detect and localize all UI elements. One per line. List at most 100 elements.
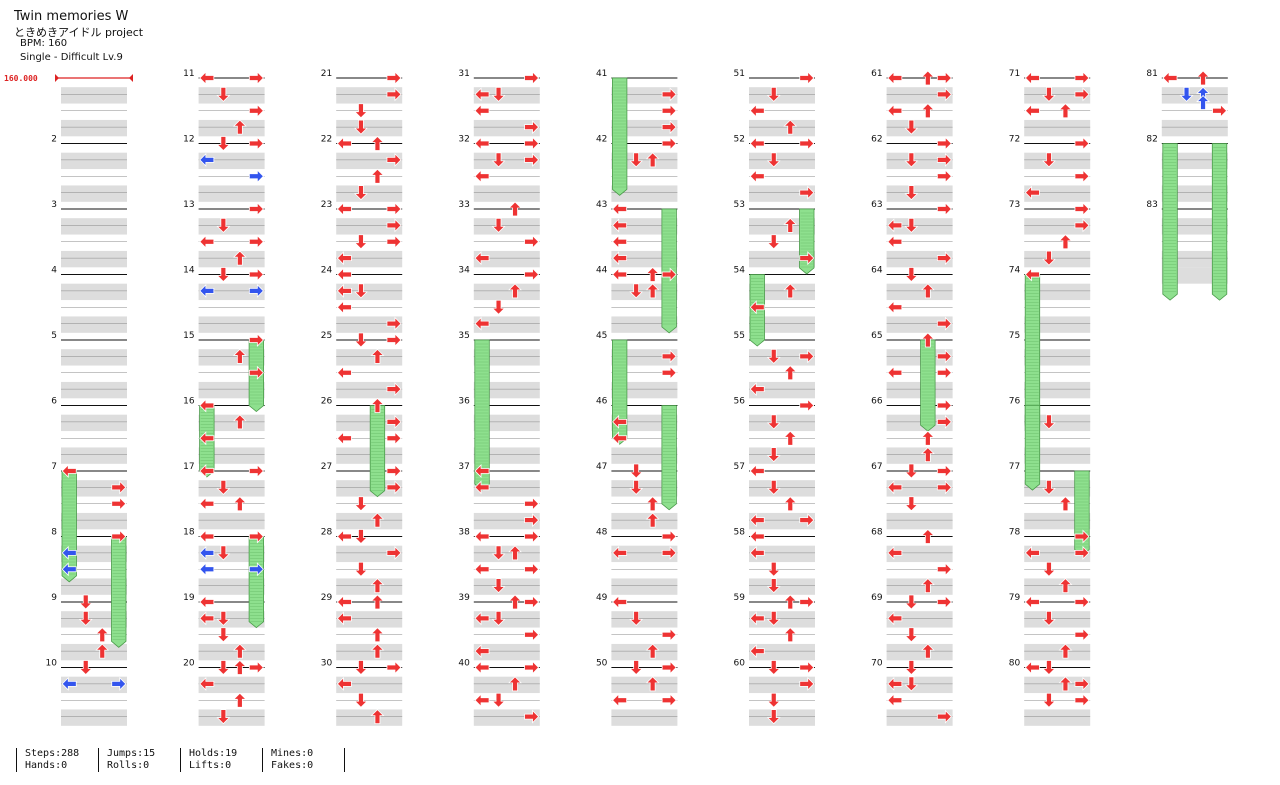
measure-number: 43 bbox=[596, 200, 607, 210]
measure-number: 51 bbox=[734, 69, 745, 79]
arrow-note-left bbox=[336, 283, 352, 298]
beat-band bbox=[198, 512, 265, 530]
stat-hands: Hands:0 bbox=[25, 760, 68, 771]
arrow-note-down bbox=[629, 479, 644, 495]
beat-band bbox=[61, 611, 127, 628]
beat-band bbox=[749, 185, 815, 202]
arrow-note-right bbox=[248, 103, 264, 118]
arrow-note-right bbox=[524, 267, 540, 282]
beat-band bbox=[61, 578, 127, 595]
beat-band bbox=[749, 349, 815, 366]
stat-steps: Steps:288 bbox=[25, 748, 80, 759]
measure-number: 15 bbox=[183, 331, 194, 341]
arrow-note-up bbox=[370, 578, 385, 594]
beat-band bbox=[886, 250, 953, 268]
measure-number: 47 bbox=[596, 462, 607, 472]
arrow-note-left bbox=[199, 431, 215, 446]
arrow-note-right bbox=[1074, 529, 1090, 544]
arrow-note-right bbox=[1074, 545, 1090, 560]
beat-band bbox=[749, 87, 815, 104]
arrow-note-down bbox=[491, 545, 506, 561]
beat-band bbox=[749, 611, 815, 628]
measure-number: 73 bbox=[1009, 200, 1020, 210]
arrow-note-left bbox=[887, 234, 903, 249]
arrow-note-down bbox=[216, 627, 231, 643]
arrow-note-up bbox=[232, 119, 247, 135]
arrow-note-left bbox=[474, 251, 490, 266]
arrow-note-right bbox=[248, 202, 264, 216]
arrow-note-left bbox=[336, 611, 352, 626]
arrow-note-down bbox=[78, 660, 93, 676]
arrow-note-up bbox=[645, 283, 660, 299]
arrow-note-down bbox=[78, 594, 93, 610]
beat-band bbox=[473, 185, 540, 202]
measure-number: 25 bbox=[321, 331, 332, 341]
arrow-note-right bbox=[386, 464, 402, 478]
measure-number: 12 bbox=[183, 135, 194, 145]
arrow-note-right bbox=[386, 431, 402, 446]
beat-band bbox=[886, 578, 953, 595]
arrow-note-left bbox=[1024, 185, 1040, 200]
arrow-note-left bbox=[612, 218, 628, 233]
beat-band bbox=[61, 381, 127, 399]
arrow-note-down bbox=[1041, 414, 1056, 430]
arrow-note-down bbox=[629, 660, 644, 676]
arrow-note-right bbox=[799, 136, 815, 151]
arrow-note-left bbox=[1162, 71, 1178, 85]
beat-band bbox=[886, 611, 953, 628]
arrow-note-left bbox=[199, 496, 215, 511]
arrow-note-down bbox=[766, 709, 781, 725]
arrow-note-down bbox=[216, 660, 231, 676]
arrow-note-left bbox=[199, 562, 215, 577]
beat-band bbox=[336, 414, 403, 432]
arrow-note-right bbox=[661, 529, 677, 544]
arrow-note-right bbox=[661, 87, 677, 102]
stats-group-steps: Steps:288 Hands:0 bbox=[16, 748, 97, 772]
beat-band bbox=[1024, 676, 1091, 694]
arrow-note-left bbox=[612, 414, 628, 429]
arrow-note-down bbox=[216, 86, 231, 102]
arrow-note-right bbox=[1074, 71, 1090, 85]
beat-band bbox=[1161, 87, 1228, 104]
arrow-note-down bbox=[904, 660, 919, 676]
arrow-note-up bbox=[645, 152, 660, 168]
measure-number: 69 bbox=[871, 593, 883, 603]
arrow-note-up bbox=[783, 430, 798, 446]
arrow-note-down bbox=[491, 692, 506, 708]
beat-band bbox=[198, 316, 265, 333]
beat-band bbox=[1024, 578, 1091, 595]
arrow-note-left bbox=[474, 464, 490, 478]
arrow-note-right bbox=[1074, 676, 1090, 691]
arrow-note-left bbox=[612, 545, 628, 560]
arrow-note-down bbox=[353, 283, 368, 299]
arrow-note-left bbox=[887, 103, 903, 118]
arrow-note-left bbox=[61, 545, 77, 560]
measure-number: 58 bbox=[734, 528, 746, 538]
stat-rolls: Rolls:0 bbox=[107, 760, 150, 771]
beat-band bbox=[1161, 152, 1228, 170]
arrow-note-down bbox=[766, 578, 781, 594]
measure-number: 35 bbox=[458, 331, 469, 341]
arrow-note-right bbox=[936, 562, 952, 577]
arrow-note-right bbox=[248, 464, 264, 478]
arrow-note-down bbox=[766, 234, 781, 250]
arrow-note-down bbox=[629, 463, 644, 479]
arrow-note-right bbox=[524, 496, 540, 511]
measure-number: 65 bbox=[871, 331, 882, 341]
arrow-note-left bbox=[61, 676, 77, 691]
arrow-note-down bbox=[766, 610, 781, 626]
beat-band bbox=[61, 283, 127, 301]
beat-band bbox=[1024, 218, 1091, 235]
arrow-note-left bbox=[612, 431, 628, 446]
arrow-note-right bbox=[1074, 169, 1090, 184]
arrow-note-up bbox=[1058, 496, 1073, 512]
arrow-note-down bbox=[766, 479, 781, 495]
arrow-note-up bbox=[783, 365, 798, 381]
beat-band bbox=[61, 414, 127, 432]
measure-number: 8 bbox=[51, 528, 57, 538]
beat-band bbox=[749, 447, 815, 464]
beat-band bbox=[886, 447, 953, 464]
beat-band bbox=[336, 709, 403, 726]
beat-band bbox=[473, 218, 540, 235]
arrow-note-right bbox=[661, 693, 677, 708]
